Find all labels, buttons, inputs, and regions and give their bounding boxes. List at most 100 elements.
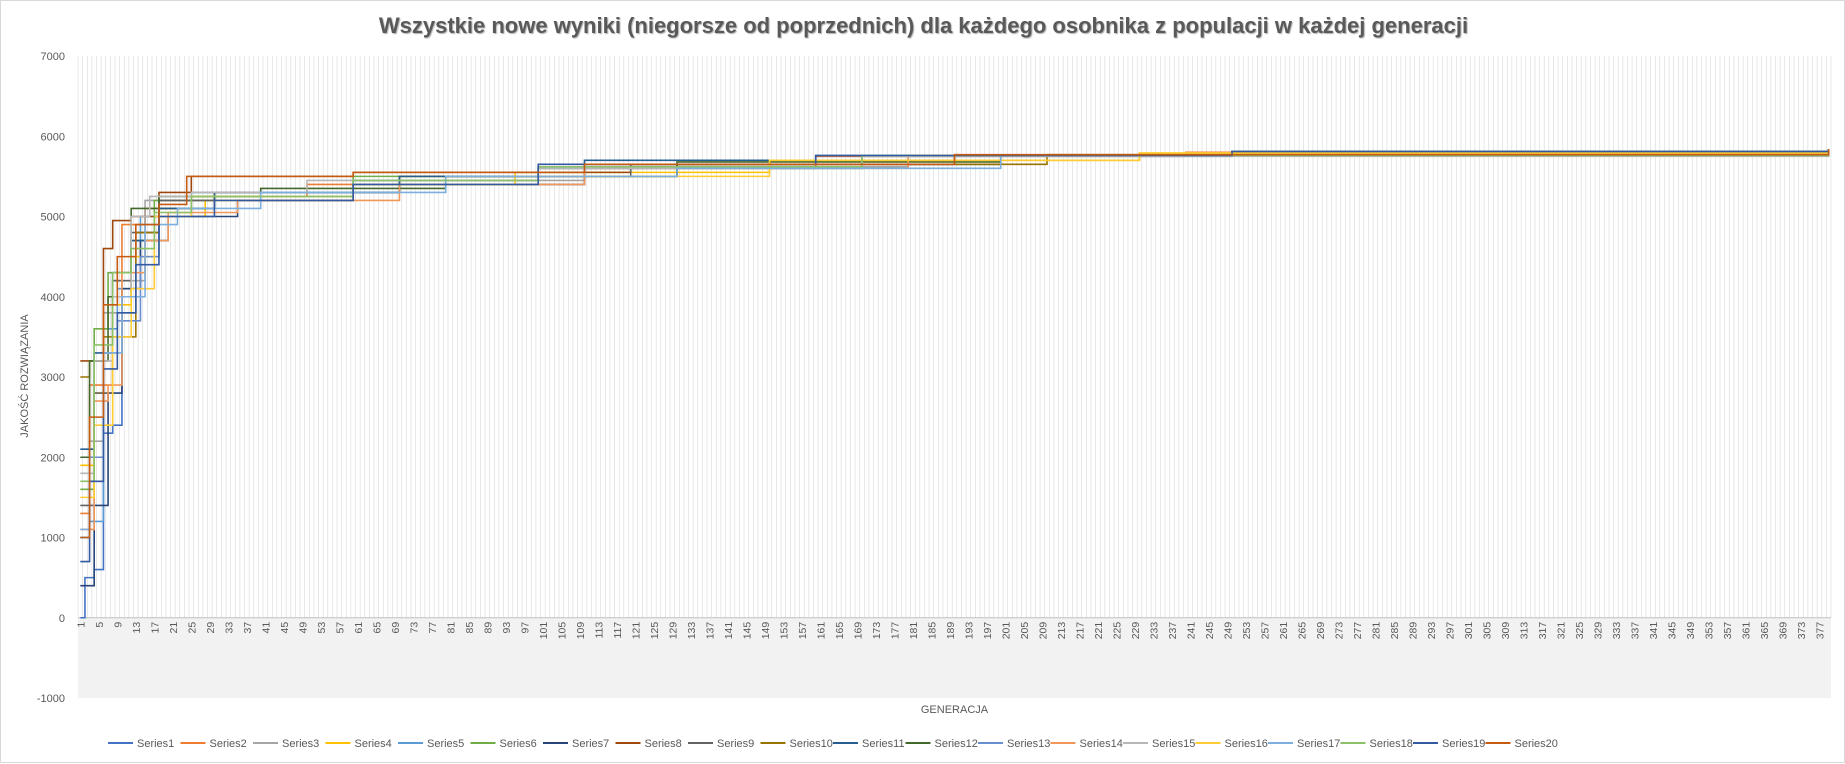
series-line-series13 (80, 149, 1830, 539)
x-tick-label: 189 (945, 622, 957, 640)
x-tick-label: 233 (1148, 622, 1160, 640)
x-tick-label: 13 (131, 622, 143, 634)
x-tick-label: 273 (1333, 622, 1345, 640)
y-tick-label: 5000 (41, 212, 65, 224)
x-tick-label: 121 (630, 622, 642, 640)
x-tick-label: 37 (242, 622, 254, 634)
series-line-series18 (80, 149, 1830, 483)
x-tick-label: 221 (1093, 622, 1105, 640)
x-tick-label: 97 (519, 622, 531, 634)
x-tick-label: 313 (1518, 622, 1530, 640)
legend-label: Series13 (1007, 738, 1050, 750)
legend-label: Series16 (1225, 738, 1268, 750)
x-tick-label: 269 (1315, 622, 1327, 640)
x-tick-label: 117 (612, 622, 624, 639)
legend-label: Series1 (137, 738, 174, 750)
x-tick-label: 125 (649, 622, 661, 640)
x-tick-label: 201 (1000, 622, 1012, 640)
x-tick-label: 133 (686, 622, 698, 640)
y-tick-label: 7000 (41, 51, 65, 63)
x-axis-title: GENERACJA (921, 704, 989, 716)
legend-label: Series14 (1080, 738, 1123, 750)
x-tick-label: 353 (1703, 622, 1715, 640)
x-tick-label: 185 (926, 622, 938, 640)
x-tick-label: 373 (1796, 622, 1808, 640)
legend-label: Series11 (862, 738, 905, 750)
x-tick-label: 325 (1574, 622, 1586, 640)
x-tick-label: 101 (538, 622, 550, 640)
x-tick-label: 297 (1444, 622, 1456, 640)
x-tick-label: 377 (1814, 622, 1826, 640)
x-tick-label: 5 (94, 622, 106, 628)
x-tick-label: 197 (982, 622, 994, 640)
x-tick-label: 33 (223, 622, 235, 634)
legend-label: Series15 (1152, 738, 1195, 750)
y-tick-label: 6000 (41, 131, 65, 143)
x-tick-label: 49 (297, 622, 309, 634)
x-tick-label: 293 (1426, 622, 1438, 640)
x-tick-label: 61 (353, 622, 365, 634)
series-line-series19 (80, 149, 1830, 563)
x-tick-label: 89 (482, 622, 494, 634)
x-tick-label: 113 (593, 622, 605, 639)
series-line-series15 (80, 149, 1830, 475)
x-tick-label: 57 (334, 622, 346, 634)
series-line-series9 (80, 149, 1830, 507)
x-tick-label: 281 (1370, 622, 1382, 640)
x-tick-label: 213 (1056, 622, 1068, 640)
x-tick-label: 333 (1611, 622, 1623, 640)
x-tick-label: 369 (1777, 622, 1789, 640)
x-tick-label: 289 (1407, 622, 1419, 640)
x-tick-label: 229 (1130, 622, 1142, 640)
x-tick-label: 205 (1019, 622, 1031, 640)
x-tick-label: 361 (1740, 622, 1752, 640)
y-tick-label: 0 (59, 613, 65, 625)
series-line-series2 (80, 149, 1830, 515)
x-tick-label: 41 (260, 622, 272, 634)
legend-label: Series19 (1442, 738, 1485, 750)
x-tick-label: 309 (1500, 622, 1512, 640)
legend-label: Series7 (572, 738, 609, 750)
x-tick-label: 81 (445, 622, 457, 634)
legend-label: Series6 (500, 738, 537, 750)
x-tick-label: 241 (1185, 622, 1197, 640)
legend-label: Series17 (1297, 738, 1340, 750)
series-line-series20 (80, 149, 1830, 539)
x-tick-label: 249 (1222, 622, 1234, 640)
x-tick-label: 17 (149, 622, 161, 634)
x-tick-label: 253 (1241, 622, 1253, 640)
x-tick-label: 149 (760, 622, 772, 640)
x-tick-label: 181 (908, 622, 920, 640)
series-line-series16 (80, 149, 1830, 499)
legend-label: Series3 (282, 738, 319, 750)
x-tick-label: 217 (1074, 622, 1086, 640)
series-line-series3 (80, 149, 1830, 539)
x-tick-label: 45 (279, 622, 291, 634)
series-line-series1 (80, 149, 1830, 619)
legend-label: Series10 (790, 738, 833, 750)
legend-label: Series18 (1370, 738, 1413, 750)
x-tick-label: 21 (168, 622, 180, 634)
legend-label: Series20 (1515, 738, 1558, 750)
x-tick-label: 77 (427, 622, 439, 634)
x-tick-label: 161 (815, 622, 827, 640)
x-tick-label: 69 (390, 622, 402, 634)
series-line-series5 (80, 149, 1830, 539)
x-tick-label: 277 (1352, 622, 1364, 640)
x-tick-label: 261 (1278, 622, 1290, 640)
x-tick-label: 85 (464, 622, 476, 634)
x-tick-label: 65 (371, 622, 383, 634)
x-tick-label: 193 (963, 622, 975, 640)
x-tick-label: 105 (556, 622, 568, 640)
series-line-series7 (80, 149, 1830, 587)
x-tick-label: 237 (1167, 622, 1179, 640)
y-axis-title: JAKOŚĆ ROZWIĄZANIA (18, 314, 31, 438)
legend-label: Series5 (427, 738, 464, 750)
x-tick-label: 169 (852, 622, 864, 640)
x-tick-label: 25 (186, 622, 198, 634)
y-tick-label: 4000 (41, 292, 65, 304)
x-tick-label: 73 (408, 622, 420, 634)
x-tick-label: 329 (1592, 622, 1604, 640)
